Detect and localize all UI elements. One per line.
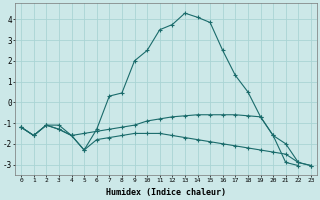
X-axis label: Humidex (Indice chaleur): Humidex (Indice chaleur) (106, 188, 226, 197)
